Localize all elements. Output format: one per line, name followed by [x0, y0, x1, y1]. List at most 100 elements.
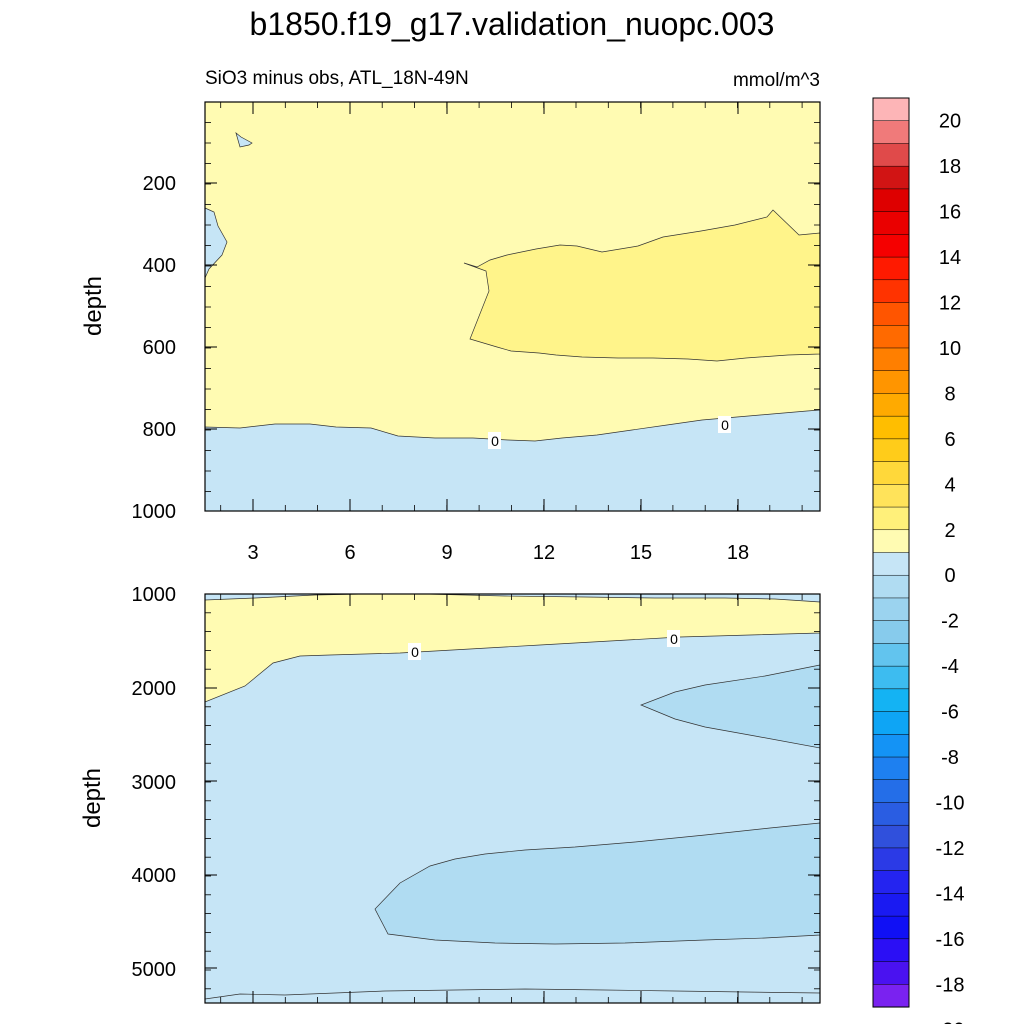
colorbar-label: 20: [939, 111, 961, 133]
colorbar-cell: [872, 847, 910, 872]
colorbar-cell: [872, 97, 910, 122]
colorbar-cell: [872, 279, 910, 304]
colorbar-cell: [872, 620, 910, 644]
colorbar-cell: [872, 711, 910, 735]
colorbar-cell: [872, 779, 910, 804]
colorbar-cell: [872, 665, 910, 690]
y-tick-label: 600: [143, 337, 176, 359]
contour-label: 0: [721, 417, 729, 433]
colorbar-cell: [872, 302, 910, 326]
colorbar-label: 10: [939, 338, 961, 360]
upper-plot-area: 0 0: [204, 101, 821, 512]
x-tick-label: 12: [533, 542, 555, 564]
colorbar-cell: [872, 438, 910, 463]
y-tick-label: 4000: [132, 865, 177, 887]
colorbar-label: 6: [944, 429, 955, 451]
upper-subtitle-left: SiO3 minus obs, ATL_18N-49N: [205, 68, 469, 89]
colorbar-cell: [872, 325, 910, 349]
lower-band-neg2to-1-east: [640, 664, 821, 749]
colorbar-cell: [872, 597, 910, 622]
colorbar-cell: [872, 643, 910, 667]
colorbar-cell: [872, 256, 910, 281]
colorbar-label: 14: [939, 247, 961, 269]
contour-label-bg: [667, 630, 680, 647]
colorbar-cell: [872, 756, 910, 781]
colorbar-labels: 20181614121086420-2-4-6-8-10-12-14-16-18…: [936, 111, 965, 1024]
colorbar-cell: [872, 188, 910, 213]
colorbar-label: 8: [944, 383, 955, 405]
colorbar-cell: [872, 893, 910, 917]
colorbar-cell: [872, 506, 910, 531]
colorbar-cell: [872, 961, 910, 985]
colorbar-cell: [872, 938, 910, 963]
colorbar-cell: [872, 120, 910, 144]
colorbar-label: -16: [936, 929, 965, 951]
upper-panel: SiO3 minus obs, ATL_18N-49N mmol/m^3 0 0…: [80, 68, 821, 564]
colorbar-label: -14: [936, 883, 965, 905]
colorbar-label: -2: [941, 611, 959, 633]
colorbar-cell: [872, 415, 910, 440]
colorbar: 20181614121086420-2-4-6-8-10-12-14-16-18…: [872, 97, 965, 1024]
x-tick-label: 3: [247, 542, 258, 564]
y-tick-label: 800: [143, 419, 176, 441]
colorbar-cell: [872, 529, 910, 554]
y-tick-label: 1000: [132, 501, 177, 523]
y-tick-label: 200: [143, 173, 176, 195]
lower-ticks: [205, 593, 820, 1003]
colorbar-label: 4: [944, 474, 955, 496]
lower-band-neg2to-1-deep: [374, 822, 821, 945]
upper-y-axis-label: depth: [80, 276, 107, 336]
colorbar-label: 2: [944, 520, 955, 542]
lower-plot-frame: [204, 593, 821, 1004]
colorbar-label: 16: [939, 202, 961, 224]
upper-units-label: mmol/m^3: [733, 70, 820, 91]
colorbar-label: -20: [936, 1020, 965, 1024]
contour-label-bg: [718, 416, 731, 433]
contour-label: 0: [670, 631, 678, 647]
colorbar-cell: [872, 984, 910, 1008]
lower-plot-area: 0 0: [204, 593, 821, 1004]
upper-plot-frame: [204, 101, 821, 512]
colorbar-cell: [872, 915, 910, 940]
y-tick-label: 400: [143, 255, 176, 277]
colorbar-cell: [872, 461, 910, 485]
upper-band-neg1to0-deep: [204, 409, 821, 512]
x-tick-label: 9: [441, 542, 452, 564]
x-tick-label: 6: [344, 542, 355, 564]
colorbar-cell: [872, 393, 910, 417]
colorbar-label: -6: [941, 702, 959, 724]
colorbar-frame: [872, 97, 910, 1008]
colorbar-cell: [872, 484, 910, 508]
colorbar-cell: [872, 347, 910, 372]
colorbar-label: -10: [936, 792, 965, 814]
colorbar-cell: [872, 824, 910, 849]
colorbar-cell: [872, 552, 910, 576]
colorbar-cells: [872, 97, 910, 1008]
x-tick-label: 18: [727, 542, 749, 564]
upper-contour-labels: 0 0: [488, 416, 731, 449]
colorbar-cell: [872, 211, 910, 235]
contour-label: 0: [411, 644, 419, 660]
colorbar-cell: [872, 574, 910, 599]
lower-panel: 0 0 1000 2000 3000 4000 5000 depth: [79, 584, 821, 1004]
colorbar-cell: [872, 165, 910, 190]
colorbar-label: -8: [941, 747, 959, 769]
lower-bottom-edge-contour: [204, 988, 821, 1000]
colorbar-label: -12: [936, 838, 965, 860]
contour-label-bg: [408, 643, 421, 660]
colorbar-cell: [872, 234, 910, 258]
colorbar-label: -4: [941, 656, 959, 678]
upper-ticks: [205, 101, 820, 512]
y-tick-label: 2000: [132, 678, 177, 700]
upper-x-tick-labels: 3 6 9 12 15 18: [247, 542, 749, 564]
contour-label-bg: [488, 432, 501, 449]
colorbar-cell: [872, 802, 910, 826]
colorbar-label: -18: [936, 974, 965, 996]
lower-y-tick-labels: 1000 2000 3000 4000 5000: [132, 584, 177, 981]
upper-band-neg1to0-west: [204, 207, 228, 279]
upper-band-1to2: [463, 209, 821, 362]
colorbar-cell: [872, 370, 910, 394]
y-tick-label: 5000: [132, 959, 177, 981]
colorbar-cell: [872, 688, 910, 713]
x-tick-label: 15: [630, 542, 652, 564]
